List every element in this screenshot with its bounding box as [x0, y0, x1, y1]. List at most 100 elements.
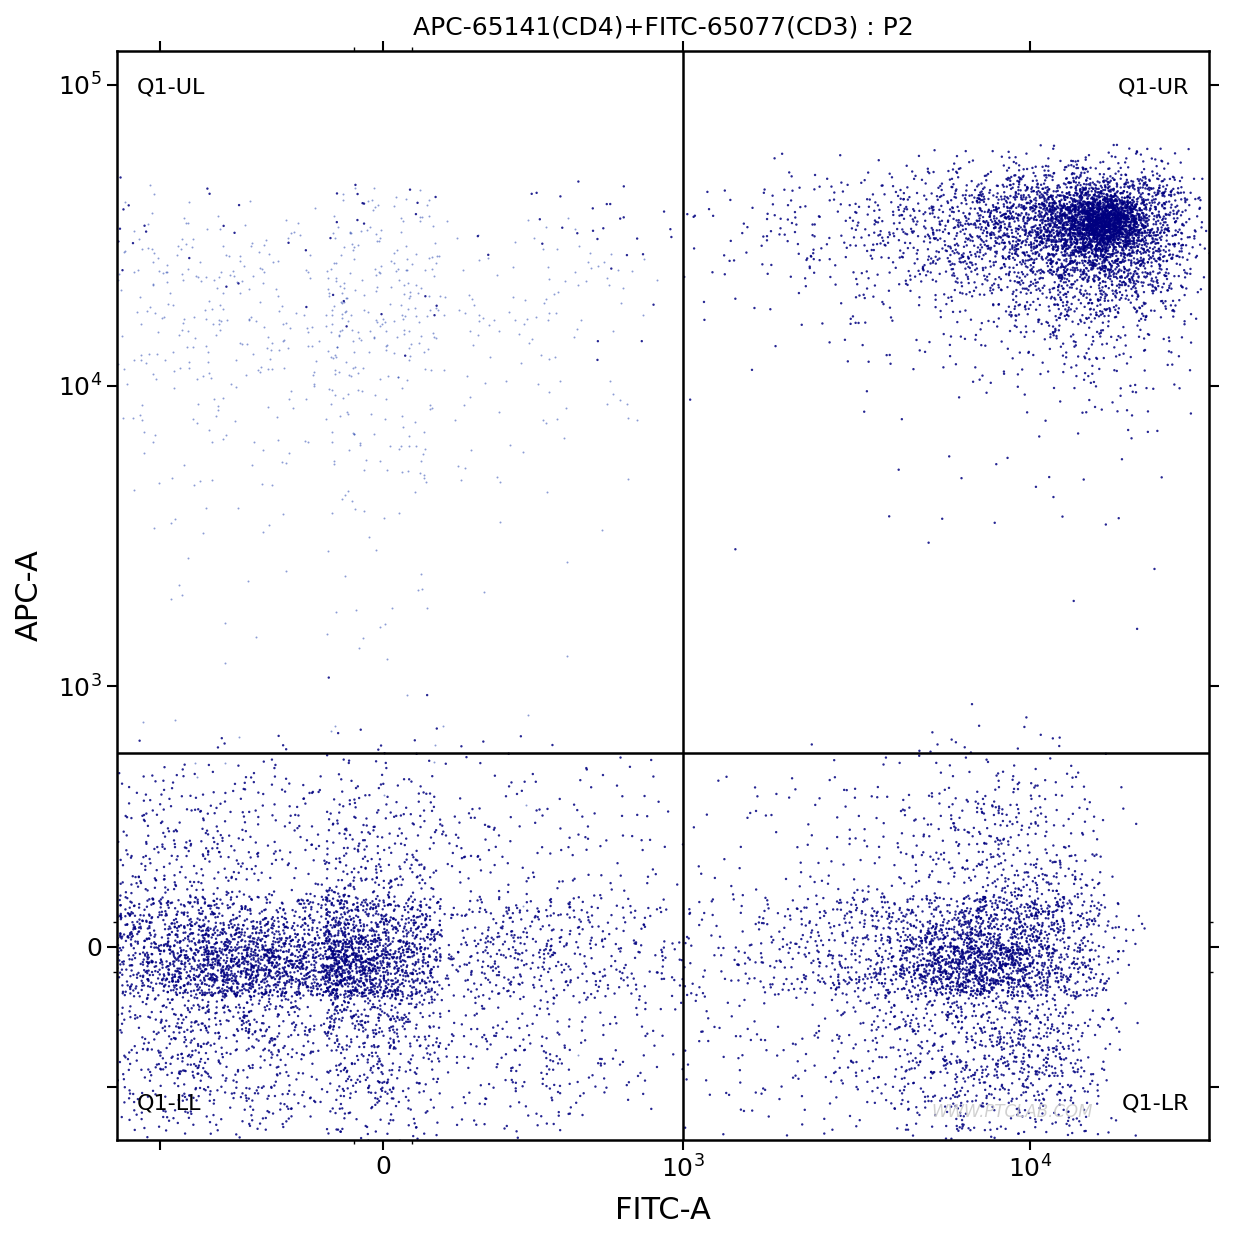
Point — [1028, 224, 1048, 244]
Point — [969, 972, 988, 992]
Point — [1112, 224, 1132, 244]
Point — [1054, 279, 1074, 299]
Point — [893, 800, 913, 820]
Point — [135, 805, 154, 825]
Point — [344, 879, 364, 899]
Point — [169, 1009, 189, 1029]
Point — [1067, 233, 1087, 253]
Point — [204, 965, 223, 985]
Point — [796, 937, 816, 957]
Point — [1017, 279, 1037, 299]
Point — [1138, 216, 1157, 236]
Point — [299, 981, 318, 1001]
Point — [226, 924, 246, 944]
Point — [383, 916, 402, 936]
Point — [81, 934, 101, 954]
Point — [1016, 224, 1035, 244]
Point — [1091, 247, 1111, 267]
Point — [99, 1050, 118, 1070]
Point — [210, 956, 230, 976]
Point — [1091, 195, 1111, 215]
Point — [1035, 330, 1055, 350]
Point — [1097, 213, 1117, 233]
Point — [1062, 311, 1082, 331]
Point — [1007, 807, 1027, 827]
Point — [954, 949, 974, 968]
Point — [176, 1037, 196, 1056]
Point — [106, 1021, 126, 1040]
Point — [339, 956, 359, 976]
Point — [1065, 196, 1085, 216]
Point — [985, 218, 1004, 238]
Point — [194, 808, 213, 828]
Point — [1076, 159, 1096, 179]
Point — [859, 197, 879, 217]
Point — [200, 944, 220, 963]
Point — [1135, 195, 1155, 215]
Point — [1093, 218, 1113, 238]
Point — [972, 190, 992, 210]
Point — [954, 203, 974, 223]
Point — [199, 842, 218, 862]
Point — [1128, 224, 1148, 244]
Point — [343, 895, 363, 915]
Point — [1070, 180, 1090, 200]
Point — [540, 897, 560, 916]
Point — [796, 1060, 816, 1080]
Point — [1125, 198, 1145, 218]
Point — [195, 930, 215, 950]
Point — [949, 955, 969, 975]
Point — [1044, 262, 1064, 281]
Point — [964, 1002, 983, 1022]
Point — [296, 960, 316, 980]
Point — [550, 789, 570, 808]
Point — [1066, 233, 1086, 253]
Point — [1134, 239, 1154, 259]
Point — [1081, 311, 1101, 331]
Point — [1018, 825, 1038, 844]
Point — [164, 951, 184, 971]
Point — [421, 963, 441, 983]
Point — [327, 986, 347, 1006]
Point — [771, 952, 791, 972]
Point — [684, 207, 703, 227]
Point — [218, 1001, 238, 1021]
Point — [1058, 236, 1077, 255]
Point — [116, 841, 136, 861]
Point — [274, 1117, 294, 1137]
Point — [262, 947, 281, 967]
Point — [954, 935, 974, 955]
Point — [1033, 1063, 1053, 1083]
Point — [1083, 207, 1103, 227]
Point — [643, 859, 663, 879]
Point — [422, 920, 442, 940]
Point — [344, 859, 364, 879]
Point — [1038, 229, 1058, 249]
Point — [560, 828, 580, 848]
Point — [1035, 866, 1055, 885]
Point — [1002, 223, 1022, 243]
Point — [1021, 897, 1040, 916]
Point — [503, 928, 523, 947]
Point — [1093, 231, 1113, 250]
Point — [344, 921, 364, 941]
Point — [965, 180, 985, 200]
Point — [948, 973, 967, 993]
Point — [349, 957, 369, 977]
Point — [985, 924, 1004, 944]
Point — [835, 330, 855, 350]
Point — [1079, 218, 1098, 238]
Point — [268, 962, 288, 982]
Point — [1157, 280, 1177, 300]
Point — [136, 856, 155, 875]
Point — [196, 1080, 216, 1100]
Point — [1054, 186, 1074, 206]
Point — [1134, 250, 1154, 270]
Point — [918, 262, 938, 281]
Point — [396, 260, 416, 280]
Point — [204, 944, 223, 963]
Point — [327, 961, 347, 981]
Point — [1119, 223, 1139, 243]
Point — [1104, 186, 1124, 206]
Point — [1125, 197, 1145, 217]
